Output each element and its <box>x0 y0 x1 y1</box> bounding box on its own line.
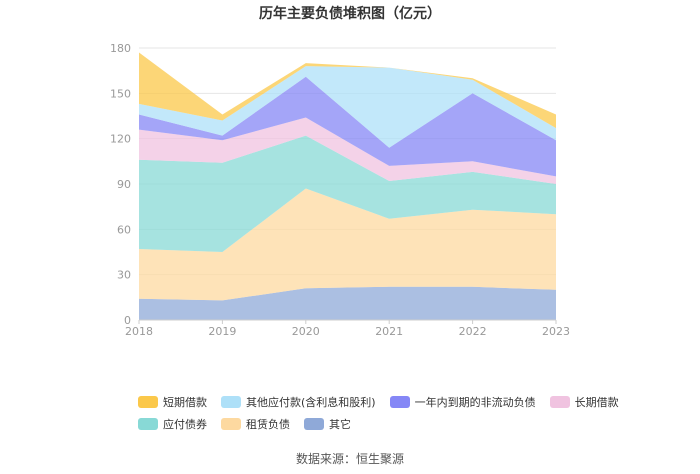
legend-label: 一年内到期的非流动负债 <box>414 396 536 409</box>
x-tick-label: 2019 <box>208 325 236 338</box>
y-tick-label: 30 <box>117 269 131 282</box>
x-tick-label: 2018 <box>125 325 153 338</box>
y-tick-label: 180 <box>110 42 131 55</box>
x-tick-label: 2022 <box>459 325 487 338</box>
legend-item-long-term-loans[interactable]: 长期借款 <box>549 394 619 410</box>
legend-label: 租赁负债 <box>246 418 290 431</box>
area-series <box>139 66 556 148</box>
legend-item-bonds-payable[interactable]: 应付债券 <box>138 416 207 432</box>
legend-item-other-payables[interactable]: 其他应付款(含利息和股利) <box>221 394 376 410</box>
area-series <box>139 188 556 301</box>
legend-label: 其他应付款(含利息和股利) <box>246 396 376 409</box>
area-series <box>139 76 556 177</box>
legend-row-1: 短期借款 其他应付款(含利息和股利) 一年内到期的非流动负债 长期借款 <box>138 391 619 413</box>
legend-swatch <box>221 418 241 430</box>
y-tick-label: 150 <box>110 87 131 100</box>
legend-swatch <box>549 396 570 408</box>
x-tick-label: 2020 <box>292 325 320 338</box>
legend-row-2: 应付债券 租赁负债 其它 <box>138 413 598 435</box>
legend-item-lease-liabilities[interactable]: 租赁负债 <box>221 416 290 432</box>
legend-swatch <box>221 396 241 408</box>
legend-swatch <box>138 418 158 430</box>
area-series <box>139 117 556 184</box>
legend-item-current-noncurrent[interactable]: 一年内到期的非流动负债 <box>389 394 536 410</box>
y-tick-label: 60 <box>117 223 131 236</box>
x-tick-label: 2021 <box>375 325 403 338</box>
legend-swatch <box>304 418 324 430</box>
legend-label: 应付债券 <box>163 418 207 431</box>
legend-swatch <box>138 396 158 408</box>
legend-label: 短期借款 <box>163 396 207 409</box>
area-series <box>139 286 556 320</box>
chart-title: 历年主要负债堆积图（亿元） <box>259 6 441 22</box>
legend-label: 长期借款 <box>574 396 619 409</box>
legend: 短期借款 其他应付款(含利息和股利) 一年内到期的非流动负债 长期借款 应付债券… <box>138 391 619 435</box>
y-tick-label: 120 <box>110 133 131 146</box>
x-tick-label: 2023 <box>542 325 570 338</box>
area-series <box>139 135 556 252</box>
legend-item-other[interactable]: 其它 <box>304 416 351 432</box>
legend-item-short-term-loans[interactable]: 短期借款 <box>138 394 207 410</box>
y-tick-label: 90 <box>117 178 131 191</box>
legend-swatch <box>389 396 410 408</box>
legend-label: 其它 <box>329 418 351 431</box>
y-tick-label: 0 <box>124 314 131 327</box>
data-source: 数据来源：恒生聚源 <box>295 452 404 466</box>
